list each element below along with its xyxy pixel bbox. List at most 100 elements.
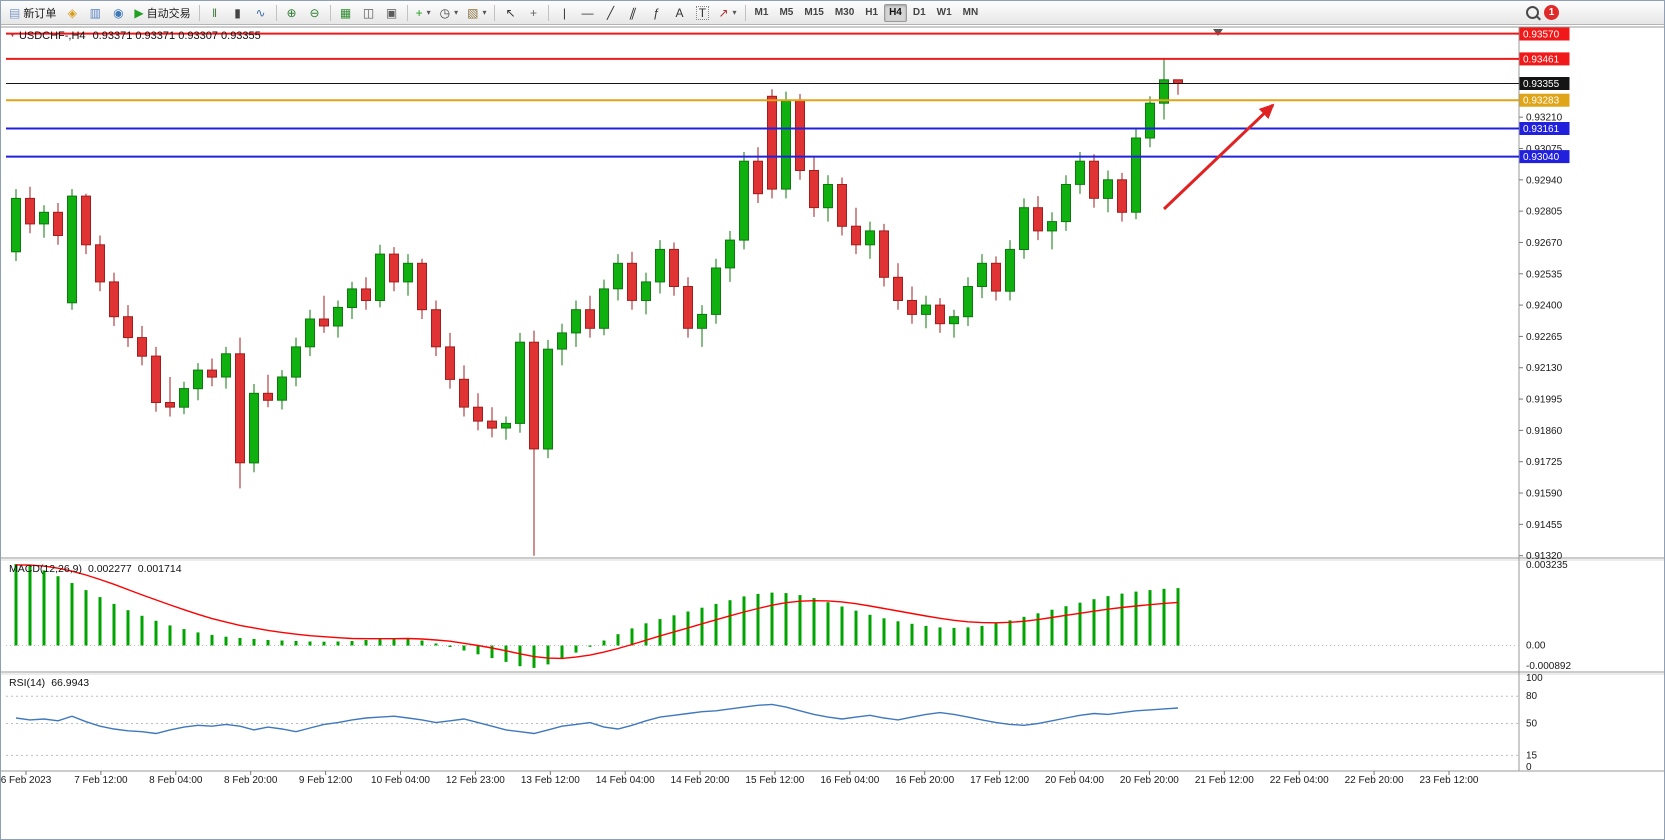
candle [599,279,609,336]
grid-icon-glyph: ▦ [339,5,352,20]
macd-histogram-bar [882,618,886,646]
price-axis-label: 0.92400 [1526,301,1563,312]
horizontal-line-icon[interactable]: — [576,3,598,23]
candle [795,94,805,180]
macd-histogram-bar [168,625,172,646]
rsi-axis-label: 0 [1526,762,1532,773]
vertical-line-icon[interactable]: | [553,3,575,23]
price-line-093461[interactable]: 0.93461 [6,52,1570,66]
autotrading-button-label: 自动交易 [146,7,191,20]
price-line-093570[interactable]: 0.93570 [6,27,1570,41]
mql5-community-icon[interactable]: ◉ [107,3,129,23]
macd-histogram-bar [308,641,312,646]
macd-histogram-bar [854,610,858,646]
chart-window-icon-glyph: ▥ [89,5,102,20]
macd-histogram-bar [700,607,704,646]
macd-histogram-bar [770,592,774,646]
timeframe-h4[interactable]: H4 [884,3,907,22]
macd-histogram-bar [1176,588,1180,646]
macd-histogram-bar [546,645,550,665]
candle [459,365,469,417]
text-icon[interactable]: A [668,3,690,23]
candle [501,416,511,440]
text-label-icon[interactable]: T [691,3,713,23]
price-axis-label: 0.93210 [1526,113,1563,124]
fibonacci-icon[interactable]: ƒ [645,3,667,23]
tile-windows-icon[interactable]: ◫ [358,3,380,23]
arrows-icon-glyph: ↗ [718,5,729,20]
indicators-icon[interactable]: + ▾ [412,3,435,23]
macd-histogram-bar [644,623,648,646]
price-axis-label: 0.92940 [1526,175,1563,186]
timeframe-m1[interactable]: M1 [750,4,774,22]
price-line-093040[interactable]: 0.93040 [6,150,1570,164]
time-axis-label: 9 Feb 12:00 [299,775,353,786]
candle [557,323,567,366]
autotrading-button[interactable]: ▶ 自动交易 [130,3,194,23]
periods-icon[interactable]: ◷ ▾ [436,3,463,23]
channel-icon[interactable]: ∥ [622,3,644,23]
crosshair-icon[interactable]: + [522,3,544,23]
price-axis-label: 0.93075 [1526,144,1563,155]
time-axis[interactable] [1,771,1665,793]
price-line-label: 0.93570 [1523,30,1560,41]
cursor-icon[interactable]: ↖ [499,3,521,23]
trend-arrow-annotation[interactable] [1162,103,1275,211]
macd-histogram-bar [994,623,998,646]
candle [865,221,875,259]
price-line-093161[interactable]: 0.93161 [6,122,1570,135]
market-watch-icon[interactable]: ◈ [61,3,83,23]
price-line-093355[interactable]: 0.93355 [6,77,1570,90]
time-axis-label: 8 Feb 04:00 [149,775,203,786]
price-axis[interactable] [1520,27,1665,771]
templates-icon-glyph: ▧ [467,5,479,20]
macd-histogram-bar [154,620,158,646]
timeframe-w1[interactable]: W1 [932,4,957,22]
timeframe-d1[interactable]: D1 [908,4,931,22]
time-axis-label: 6 Feb 2023 [1,775,52,786]
candle [39,205,49,238]
price-line-093283[interactable]: 0.93283 [6,93,1570,107]
candle [403,254,413,296]
search-icon[interactable] [1521,3,1543,23]
timeframe-h1[interactable]: H1 [860,4,883,22]
timeframe-m15[interactable]: M15 [799,4,828,22]
macd-histogram-bar [966,627,970,646]
macd-histogram-bar [294,641,298,646]
candle [1019,198,1029,259]
candle [1173,79,1183,95]
notification-badge[interactable]: 1 [1544,5,1559,20]
chart-window-icon[interactable]: ▥ [84,3,106,23]
grid-icon[interactable]: ▦ [335,3,357,23]
macd-histogram-bar [868,614,872,646]
timeframe-mn[interactable]: MN [958,4,984,22]
trendline-icon[interactable]: ╱ [599,3,621,23]
cascade-windows-icon[interactable]: ▣ [381,3,403,23]
macd-histogram-bar [280,640,284,646]
candle [935,298,945,333]
arrows-icon[interactable]: ↗ ▾ [714,3,740,23]
candle [529,330,539,556]
candle [81,193,91,255]
macd-histogram-bar [924,625,928,646]
new-order-icon: ▤ [9,5,21,20]
macd-histogram-bar [224,636,228,646]
templates-icon[interactable]: ▧ ▾ [463,3,490,23]
candlestick-chart-icon[interactable]: ▮ [227,3,249,23]
candle [305,309,315,357]
candle [823,175,833,222]
candle [333,300,343,338]
zoom-in-icon[interactable]: ⊕ [281,3,303,23]
new-order-button[interactable]: ▤ 新订单 [5,3,60,23]
candle [193,363,203,401]
time-axis-label: 12 Feb 23:00 [446,775,505,786]
macd-histogram-bar [574,645,578,653]
timeframe-m5[interactable]: M5 [774,4,798,22]
macd-histogram-bar [182,629,186,646]
mql5-community-icon-glyph: ◉ [113,5,124,20]
line-chart-icon[interactable]: ∿ [250,3,272,23]
bar-chart-icon[interactable]: ‖ [204,3,226,23]
indicators-icon-glyph: + [415,5,423,20]
zoom-out-icon[interactable]: ⊖ [304,3,326,23]
timeframe-m30[interactable]: M30 [830,4,859,22]
